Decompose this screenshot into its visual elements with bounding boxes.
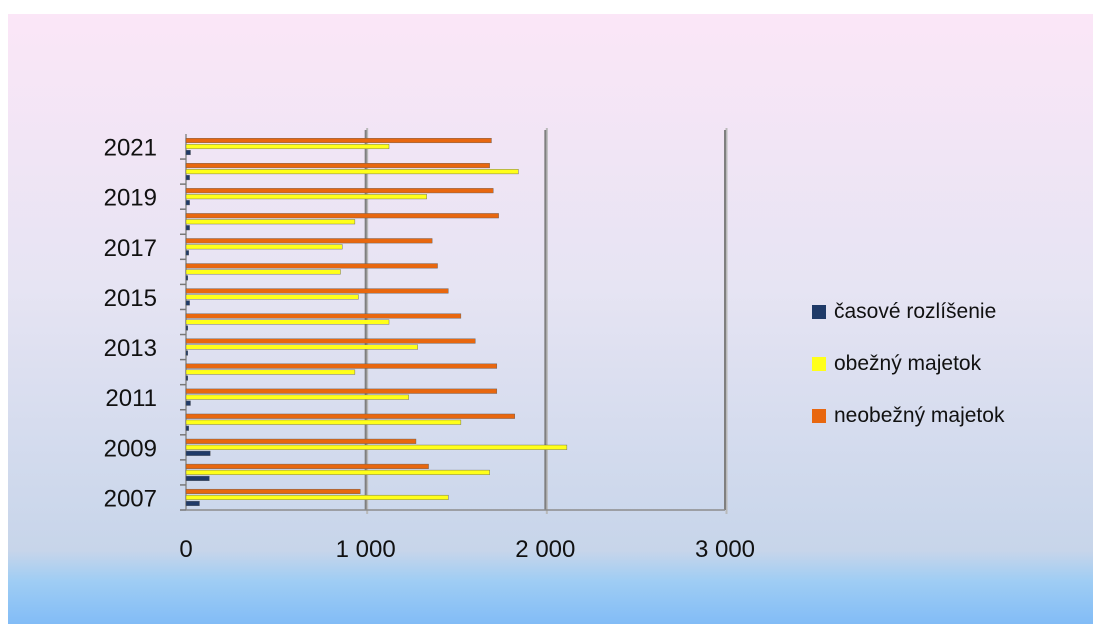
legend-item: časové rozlíšenie bbox=[812, 286, 1004, 338]
bar bbox=[185, 219, 356, 225]
legend-item: obežný majetok bbox=[812, 338, 1004, 390]
bar bbox=[185, 425, 189, 431]
bar bbox=[185, 400, 191, 406]
bar bbox=[185, 213, 499, 219]
y-tick-label: 2007 bbox=[104, 485, 157, 512]
y-tick-label: 2009 bbox=[104, 435, 157, 462]
bar bbox=[185, 369, 356, 375]
bar bbox=[185, 138, 492, 144]
legend-item: neobežný majetok bbox=[812, 390, 1004, 442]
bar bbox=[185, 288, 449, 294]
bar bbox=[185, 475, 210, 481]
x-tick-label: 3 000 bbox=[695, 536, 755, 563]
bar bbox=[185, 194, 427, 200]
bar bbox=[185, 244, 343, 250]
y-tick-label: 2019 bbox=[104, 185, 157, 212]
bar bbox=[185, 200, 190, 206]
bar bbox=[185, 225, 190, 231]
bar bbox=[185, 338, 476, 344]
legend-swatch bbox=[812, 357, 826, 371]
bar bbox=[185, 238, 433, 244]
y-tick-label: 2015 bbox=[104, 285, 157, 312]
legend-label: neobežný majetok bbox=[834, 404, 1005, 427]
bar bbox=[185, 188, 494, 194]
y-tick-label: 2013 bbox=[104, 335, 157, 362]
bar bbox=[185, 169, 519, 175]
bar bbox=[185, 269, 341, 275]
bar bbox=[185, 375, 188, 381]
bar bbox=[185, 500, 200, 506]
bar bbox=[185, 319, 390, 325]
bar bbox=[185, 494, 449, 500]
bar bbox=[185, 344, 418, 350]
y-tick-label: 2021 bbox=[104, 135, 157, 162]
x-tick-label: 1 000 bbox=[336, 536, 396, 563]
bar bbox=[185, 163, 490, 169]
legend-swatch bbox=[812, 305, 826, 319]
bar bbox=[185, 450, 211, 456]
bar bbox=[185, 394, 409, 400]
bar bbox=[185, 250, 189, 256]
bar bbox=[185, 144, 390, 150]
bar bbox=[185, 350, 188, 356]
x-tick-label: 2 000 bbox=[515, 536, 575, 563]
x-tick-label: 0 bbox=[179, 536, 192, 563]
bar bbox=[185, 388, 498, 394]
bar bbox=[185, 438, 417, 444]
legend-swatch bbox=[812, 409, 826, 423]
bar bbox=[185, 363, 498, 369]
legend-label: obežný majetok bbox=[834, 352, 982, 375]
bar bbox=[185, 275, 188, 281]
bar bbox=[185, 294, 359, 300]
legend: časové rozlíšenie obežný majetok neobežn… bbox=[812, 286, 1004, 442]
bar bbox=[185, 419, 462, 425]
bar bbox=[185, 313, 462, 319]
bar bbox=[185, 263, 438, 269]
legend-label: časové rozlíšenie bbox=[834, 300, 997, 323]
bar bbox=[185, 469, 490, 475]
bar bbox=[185, 463, 429, 469]
bar bbox=[185, 150, 191, 156]
chart-background bbox=[8, 14, 1093, 624]
bar bbox=[185, 444, 568, 450]
bar bbox=[185, 488, 361, 494]
bar bbox=[185, 325, 188, 331]
bar bbox=[185, 175, 190, 181]
y-tick-label: 2017 bbox=[104, 235, 157, 262]
bar bbox=[185, 300, 190, 306]
bar bbox=[185, 413, 515, 419]
y-tick-label: 2011 bbox=[105, 385, 157, 412]
